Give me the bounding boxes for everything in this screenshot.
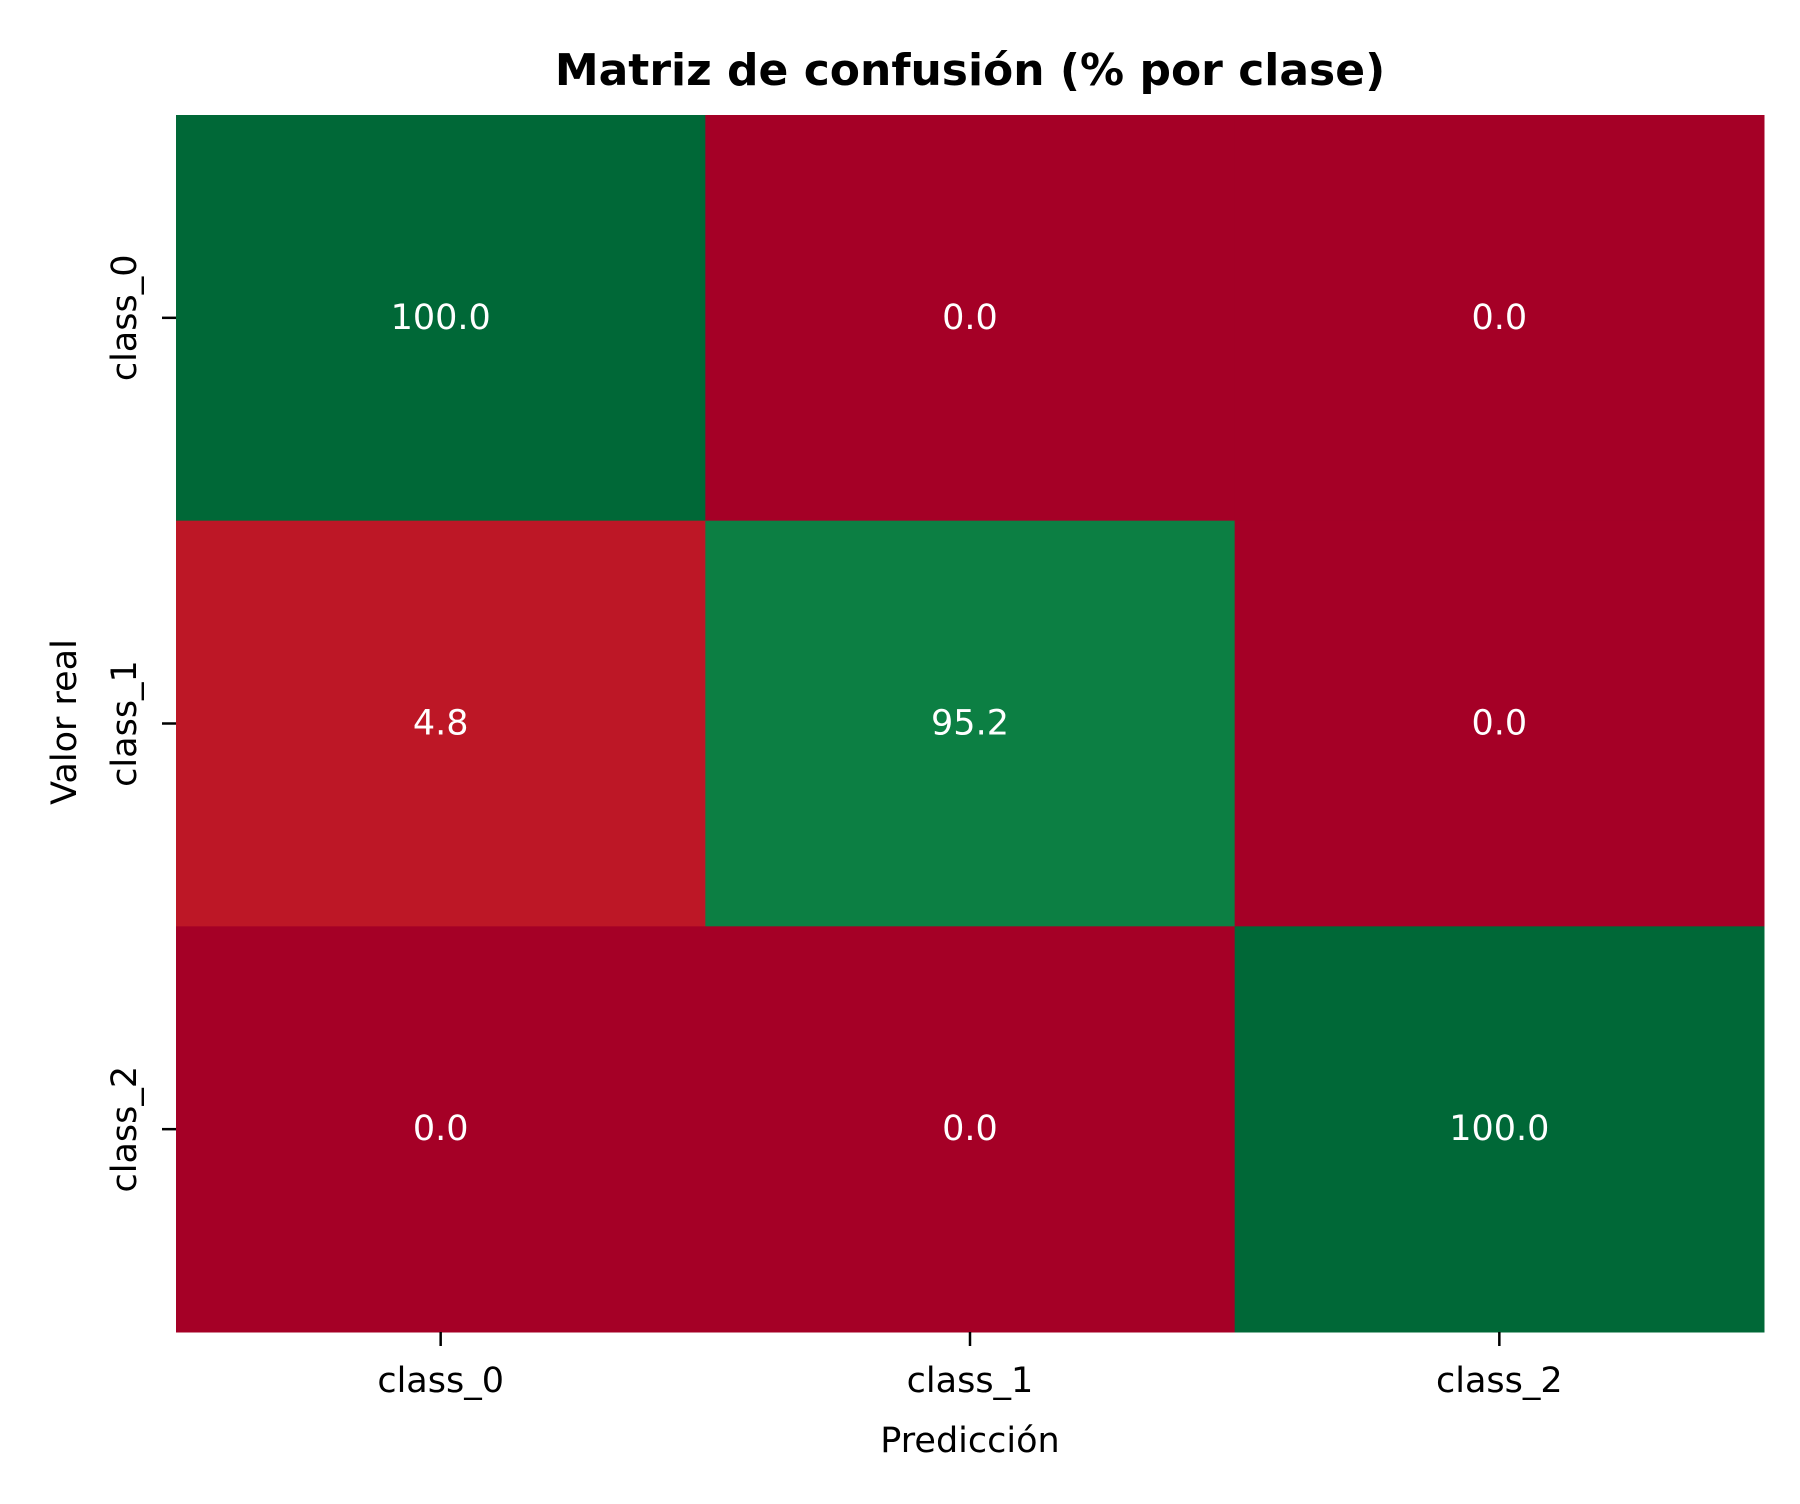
heatmap-cell-2-0 — [176, 926, 706, 1333]
x-tick-label: class_2 — [1436, 1361, 1563, 1401]
heatmap-cell-2-2 — [1234, 926, 1765, 1333]
y-tick-label: class_1 — [105, 660, 145, 787]
cell-value-label-2-0: 0.0 — [413, 1109, 469, 1149]
cell-value-label-0-1: 0.0 — [942, 298, 998, 338]
cell-annotations: 100.0 0.0 0.0 4.8 95.2 0.0 0.0 0.0 100.0 — [391, 298, 1550, 1149]
y-axis-ticks: class_0 class_1 class_2 — [105, 255, 176, 1193]
x-tick-label: class_0 — [377, 1361, 504, 1401]
cell-value-label-1-1: 95.2 — [931, 704, 1009, 744]
cell-value-label-0-0: 100.0 — [391, 298, 491, 338]
cell-value-label-2-2: 100.0 — [1449, 1109, 1549, 1149]
heatmap-cell-0-2 — [1234, 115, 1765, 522]
x-tick-label: class_1 — [907, 1361, 1034, 1401]
cell-value-label-1-0: 4.8 — [413, 704, 469, 744]
chart-title: Matriz de confusión (% por clase) — [555, 45, 1385, 96]
heatmap-cells — [176, 115, 1765, 1333]
heatmap-cell-0-1 — [705, 115, 1236, 522]
heatmap-cell-1-2 — [1234, 520, 1765, 927]
heatmap-cell-0-0 — [176, 115, 706, 522]
cell-value-label-2-1: 0.0 — [942, 1109, 998, 1149]
heatmap-cell-1-0 — [176, 520, 706, 927]
y-axis-label: Valor real — [45, 639, 85, 805]
x-axis-label: Predicción — [880, 1421, 1059, 1461]
heatmap-cell-2-1 — [705, 926, 1236, 1333]
y-tick-label: class_2 — [105, 1066, 145, 1193]
cell-value-label-0-2: 0.0 — [1471, 298, 1527, 338]
cell-value-label-1-2: 0.0 — [1471, 704, 1527, 744]
x-axis-ticks: class_0 class_1 class_2 — [377, 1332, 1563, 1401]
heatmap-cell-1-1 — [705, 520, 1236, 927]
y-tick-label: class_0 — [105, 255, 145, 382]
